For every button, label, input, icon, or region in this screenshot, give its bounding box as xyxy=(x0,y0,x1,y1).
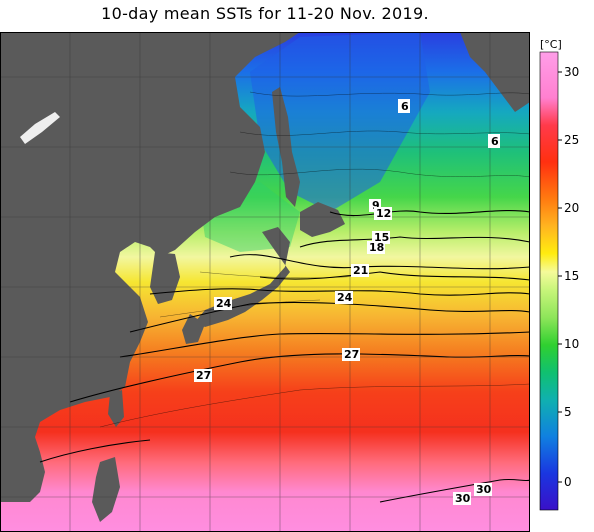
svg-text:21: 21 xyxy=(353,264,368,277)
land-philippines xyxy=(92,457,120,522)
legend-unit: [°C] xyxy=(540,38,562,51)
contour-label: 27 xyxy=(194,369,212,382)
land-taiwan xyxy=(108,390,124,427)
legend-tick: 15 xyxy=(564,269,579,283)
contour-label: 6 xyxy=(488,134,500,148)
svg-text:27: 27 xyxy=(344,348,359,361)
contour-label: 6 xyxy=(398,99,410,113)
land-kyushu xyxy=(182,314,205,344)
legend-tick: 10 xyxy=(564,337,579,351)
contour-label: 21 xyxy=(351,264,369,277)
svg-text:12: 12 xyxy=(376,207,391,220)
lake-baikal xyxy=(20,112,60,144)
svg-text:24: 24 xyxy=(216,297,232,310)
contour-label: 30 xyxy=(453,492,471,505)
svg-text:15: 15 xyxy=(374,231,389,244)
graticule xyxy=(0,32,530,532)
svg-text:24: 24 xyxy=(337,291,353,304)
contour-label: 15 xyxy=(372,231,390,244)
map-title: 10-day mean SSTs for 11-20 Nov. 2019. xyxy=(101,4,429,23)
legend-tick: 30 xyxy=(564,65,579,79)
land-kamchatka xyxy=(460,32,530,112)
sst-map: 6 6 9 12 15 18 21 24 24 27 27 30 30 xyxy=(0,32,530,532)
isotherm-contours xyxy=(39,210,530,503)
svg-text:27: 27 xyxy=(196,369,211,382)
legend-tick: 20 xyxy=(564,201,579,215)
legend-colorbar xyxy=(539,51,559,511)
land-honshu xyxy=(195,227,290,327)
contour-label: 18 xyxy=(367,241,385,254)
svg-text:6: 6 xyxy=(401,100,409,113)
land-asia xyxy=(0,32,300,502)
legend-tick: 0 xyxy=(564,475,572,489)
svg-text:9: 9 xyxy=(372,199,380,212)
legend-tick: 5 xyxy=(564,405,572,419)
svg-text:30: 30 xyxy=(455,492,471,505)
contour-label: 12 xyxy=(374,207,392,220)
land-korea xyxy=(150,252,180,304)
svg-text:6: 6 xyxy=(491,135,499,148)
contour-label: 30 xyxy=(474,483,492,496)
contour-labels: 6 6 9 12 15 18 21 24 24 27 27 30 30 xyxy=(194,99,500,505)
contour-label: 27 xyxy=(342,348,360,361)
color-scale-legend: [°C] 30 25 20 15 10 5 0 xyxy=(539,38,579,511)
contour-label: 24 xyxy=(335,291,353,304)
contour-label: 24 xyxy=(214,297,232,310)
svg-text:30: 30 xyxy=(476,483,492,496)
land-hokkaido xyxy=(300,202,345,237)
svg-text:18: 18 xyxy=(369,241,384,254)
legend-tick: 25 xyxy=(564,133,579,147)
